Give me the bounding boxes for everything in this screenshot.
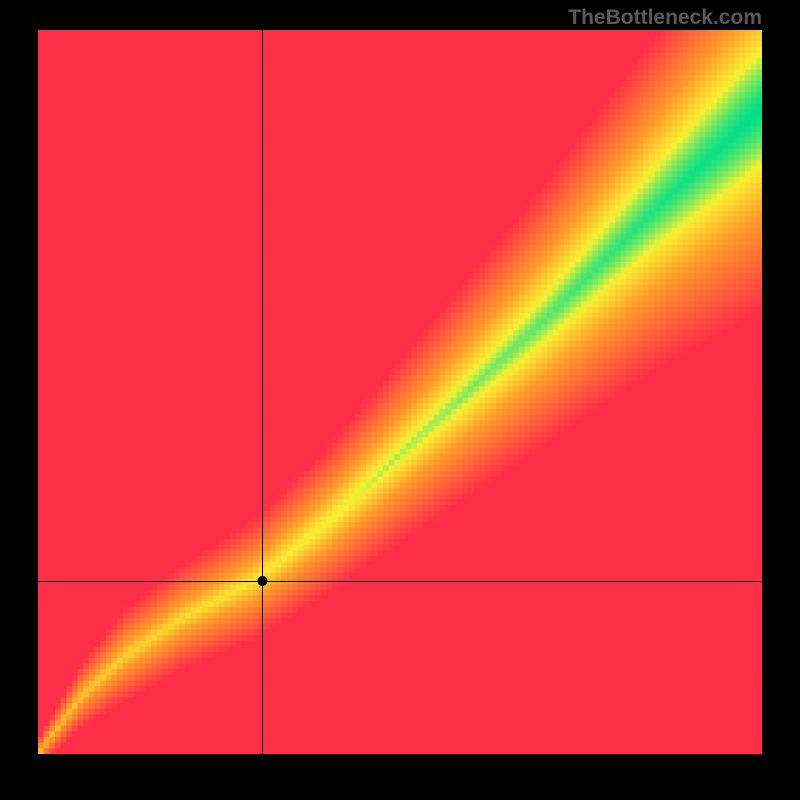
watermark-text: TheBottleneck.com bbox=[568, 6, 762, 30]
chart-container: TheBottleneck.com bbox=[0, 0, 800, 800]
bottleneck-heatmap bbox=[38, 30, 762, 754]
